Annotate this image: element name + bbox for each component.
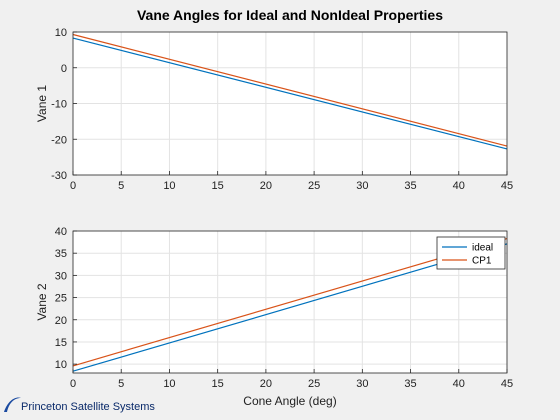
logo-text: Princeton Satellite Systems (21, 401, 155, 413)
x-tick-label: 40 (453, 378, 465, 390)
series-line-cp1 (72, 33, 508, 147)
x-tick-label: 0 (70, 180, 76, 192)
y-tick-label: 10 (55, 359, 67, 371)
legend-box (436, 236, 506, 270)
x-axis-label: Cone Angle (deg) (243, 394, 336, 408)
legend-label-cp1: CP1 (472, 256, 492, 267)
x-tick-label: 5 (118, 180, 124, 192)
y-tick-label: 20 (55, 315, 67, 327)
axes-box (72, 230, 508, 374)
x-tick-label: 20 (260, 180, 272, 192)
x-tick-label: 30 (356, 378, 368, 390)
legend-label-ideal: ideal (472, 243, 493, 254)
vane1-axes: 0 5 10 15 20 25 30 35 40 45 -30 -20 -10 0 10 Vane 1 (35, 27, 513, 192)
x-tick-label: 20 (260, 378, 272, 390)
x-tick-label: 15 (212, 180, 224, 192)
x-tick-label: 5 (118, 378, 124, 390)
y-tick-label: -10 (51, 99, 67, 111)
y-tick-label: 40 (55, 226, 67, 238)
x-tick-label: 45 (501, 378, 513, 390)
x-tick-label: 40 (453, 180, 465, 192)
y-tick-label: -30 (51, 170, 67, 182)
x-tick-label: 45 (501, 180, 513, 192)
vane2-axes: 0 5 10 15 20 25 30 35 40 45 10 15 20 25 30 35 40 Vane 2 Co… (35, 226, 513, 408)
y-tick-label: 35 (55, 248, 67, 260)
orbit-swoosh-icon (4, 397, 21, 412)
chart-title: Vane Angles for Ideal and NonIdeal Prope… (137, 7, 443, 23)
x-tick-label: 10 (163, 180, 175, 192)
y-axis-label: Vane 1 (35, 85, 49, 122)
y-tick-label: -20 (51, 134, 67, 146)
y-tick-label: 30 (55, 270, 67, 282)
legend: ideal CP1 (436, 236, 506, 270)
x-tick-label: 35 (404, 180, 416, 192)
x-tick-label: 25 (308, 378, 320, 390)
series-line-ideal (72, 37, 508, 150)
y-tick-label: 0 (61, 63, 67, 75)
series-line-cp1 (72, 237, 508, 367)
y-axis-label: Vane 2 (35, 283, 49, 320)
x-tick-label: 15 (212, 378, 224, 390)
x-tick-label: 35 (404, 378, 416, 390)
y-tick-label: 15 (55, 337, 67, 349)
x-tick-label: 10 (163, 378, 175, 390)
y-tick-label: 10 (55, 27, 67, 39)
x-tick-label: 0 (70, 378, 76, 390)
x-tick-label: 25 (308, 180, 320, 192)
princeton-logo: Princeton Satellite Systems (2, 392, 162, 418)
x-tick-label: 30 (356, 180, 368, 192)
series-line-ideal (72, 243, 508, 372)
y-tick-label: 25 (55, 293, 67, 305)
